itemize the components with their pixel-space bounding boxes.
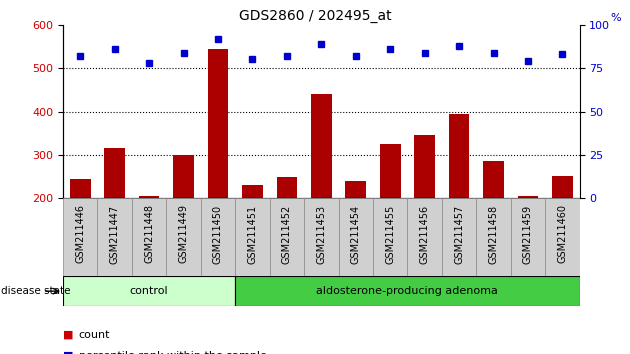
Bar — [373, 198, 408, 276]
Bar — [449, 114, 469, 198]
Text: ■: ■ — [63, 351, 77, 354]
Bar — [235, 276, 580, 306]
Text: count: count — [79, 330, 110, 339]
Bar — [63, 198, 98, 276]
Bar — [166, 198, 201, 276]
Bar — [242, 185, 263, 198]
Text: GSM211447: GSM211447 — [110, 205, 120, 264]
Text: GSM211449: GSM211449 — [178, 205, 188, 263]
Bar — [201, 198, 235, 276]
Text: disease state: disease state — [1, 286, 70, 296]
Bar — [63, 276, 235, 306]
Bar — [518, 196, 538, 198]
Bar — [70, 179, 91, 198]
Text: %: % — [610, 13, 621, 23]
Bar — [139, 196, 159, 198]
Bar — [105, 148, 125, 198]
Bar — [98, 198, 132, 276]
Text: GSM211455: GSM211455 — [385, 205, 395, 264]
Text: aldosterone-producing adenoma: aldosterone-producing adenoma — [316, 286, 498, 296]
Text: GSM211457: GSM211457 — [454, 205, 464, 264]
Text: GSM211459: GSM211459 — [523, 205, 533, 264]
Bar — [511, 198, 545, 276]
Bar — [476, 198, 511, 276]
Text: GDS2860 / 202495_at: GDS2860 / 202495_at — [239, 9, 391, 23]
Bar — [442, 198, 476, 276]
Bar — [235, 198, 270, 276]
Text: control: control — [130, 286, 168, 296]
Text: GSM211458: GSM211458 — [488, 205, 498, 264]
Text: GSM211456: GSM211456 — [420, 205, 430, 264]
Bar — [415, 135, 435, 198]
Text: percentile rank within the sample: percentile rank within the sample — [79, 351, 266, 354]
Bar — [380, 144, 401, 198]
Text: GSM211451: GSM211451 — [248, 205, 258, 264]
Text: GSM211452: GSM211452 — [282, 205, 292, 264]
Bar — [277, 177, 297, 198]
Bar — [270, 198, 304, 276]
Bar — [408, 198, 442, 276]
Bar — [311, 94, 331, 198]
Bar — [173, 155, 194, 198]
Bar — [132, 198, 166, 276]
Text: GSM211460: GSM211460 — [558, 205, 568, 263]
Text: ■: ■ — [63, 330, 77, 339]
Text: GSM211450: GSM211450 — [213, 205, 223, 264]
Bar — [483, 161, 504, 198]
Text: GSM211453: GSM211453 — [316, 205, 326, 264]
Bar — [552, 176, 573, 198]
Text: GSM211448: GSM211448 — [144, 205, 154, 263]
Text: GSM211446: GSM211446 — [75, 205, 85, 263]
Bar — [208, 48, 228, 198]
Bar — [545, 198, 580, 276]
Text: GSM211454: GSM211454 — [351, 205, 361, 264]
Bar — [338, 198, 373, 276]
Bar — [304, 198, 338, 276]
Bar — [345, 181, 366, 198]
